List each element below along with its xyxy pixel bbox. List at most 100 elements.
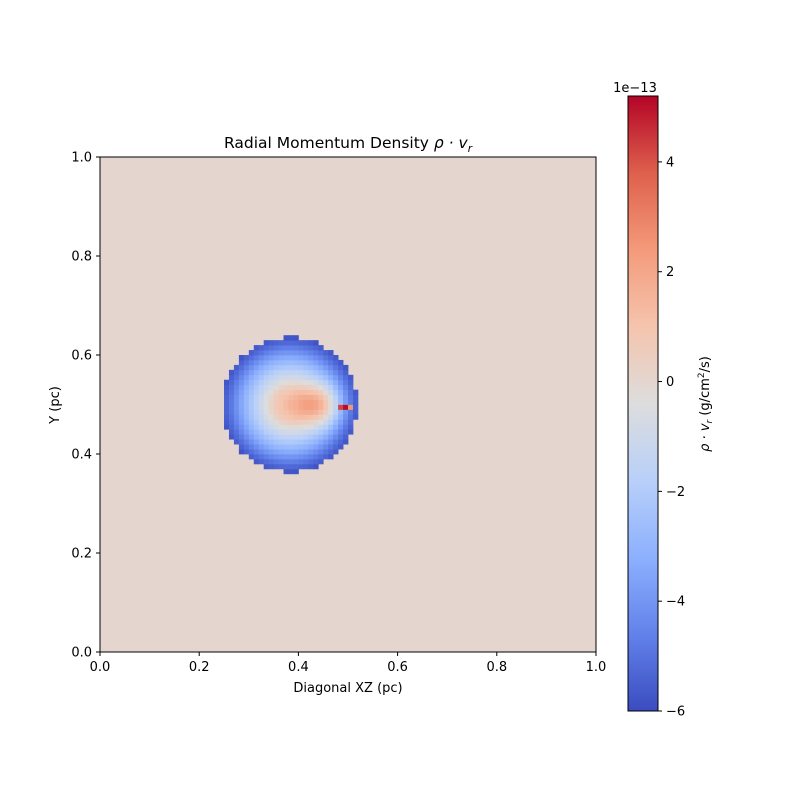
heatmap-cell: [323, 355, 329, 361]
heatmap-cell: [258, 419, 265, 425]
heatmap-cell: [233, 364, 240, 371]
heatmap-cell: [343, 419, 349, 425]
heatmap-cell: [243, 444, 250, 450]
heatmap-cell: [313, 389, 319, 395]
heatmap-cell: [328, 399, 334, 405]
heatmap-cell: [248, 419, 255, 425]
heatmap-cell: [283, 394, 289, 400]
heatmap-cell: [308, 389, 314, 395]
heatmap-cell: [303, 355, 309, 361]
heatmap-cell: [303, 359, 309, 366]
heatmap-cell: [253, 419, 260, 425]
heatmap-cell: [293, 340, 299, 346]
heatmap-cell: [238, 414, 245, 420]
heatmap-cell: [253, 439, 260, 445]
heatmap-cell: [293, 429, 299, 435]
heatmap-cell: [228, 394, 235, 400]
heatmap-cell: [258, 374, 265, 381]
heatmap-cell: [288, 424, 294, 430]
heatmap-cell: [283, 458, 289, 465]
heatmap-cell: [253, 345, 260, 351]
heatmap-cell: [253, 409, 260, 415]
heatmap-cell: [273, 458, 279, 465]
heatmap-cell: [352, 414, 359, 420]
heatmap-cell: [333, 439, 339, 445]
heatmap-cell: [228, 384, 235, 391]
heatmap-cell: [338, 439, 344, 445]
heatmap-cell: [333, 414, 339, 420]
heatmap-cell: [248, 424, 255, 430]
heatmap-cell: [258, 379, 265, 386]
heatmap-cell: [228, 409, 235, 415]
heatmap-cell: [308, 424, 314, 430]
heatmap-cell: [303, 424, 309, 430]
heatmap-cell: [243, 439, 250, 445]
heatmap-cell: [283, 439, 289, 445]
heatmap-cell: [243, 359, 250, 366]
heatmap-cell: [278, 389, 284, 395]
y-tick-label: 0.8: [71, 250, 92, 265]
heatmap-cell: [303, 345, 309, 351]
heatmap-cell: [293, 350, 299, 356]
heatmap-cell: [323, 439, 329, 445]
heatmap-cell: [318, 409, 324, 415]
heatmap-cell: [343, 409, 349, 415]
heatmap-cell: [273, 414, 279, 420]
heatmap-cell: [258, 424, 265, 430]
heatmap-cell: [263, 340, 270, 346]
heatmap-cell: [323, 429, 329, 435]
heatmap-cell: [224, 399, 230, 405]
heatmap-cell: [298, 379, 304, 386]
heatmap-cell: [283, 350, 289, 356]
heatmap-cell: [273, 364, 279, 371]
heatmap-cell: [253, 404, 260, 410]
heatmap-cell: [348, 404, 354, 410]
heatmap-cell: [248, 454, 255, 460]
heatmap-cell: [278, 355, 284, 361]
heatmap-cell: [278, 394, 284, 400]
heatmap-cell: [308, 364, 314, 371]
colorbar-tick-label: −6: [666, 705, 685, 720]
heatmap-cell: [293, 404, 299, 410]
heatmap-cell: [303, 434, 309, 440]
heatmap-cell: [313, 414, 319, 420]
heatmap-cell: [228, 379, 235, 386]
heatmap-cell: [248, 429, 255, 435]
heatmap-cell: [303, 419, 309, 425]
y-axis: 0.0 0.2 0.4 0.6 0.8 1.0: [71, 151, 100, 661]
heatmap-cell: [328, 384, 334, 391]
heatmap-cell: [338, 444, 344, 450]
heatmap-cell: [288, 454, 294, 460]
heatmap-cell: [293, 444, 299, 450]
heatmap-cell: [298, 439, 304, 445]
heatmap-cell: [243, 374, 250, 381]
heatmap-cell: [313, 359, 319, 366]
colorbar-tick-label: −4: [666, 595, 685, 610]
heatmap-cell: [253, 355, 260, 361]
heatmap-cell: [263, 409, 270, 415]
heatmap-cell: [298, 364, 304, 371]
heatmap-cell: [343, 379, 349, 386]
heatmap-cell: [313, 424, 319, 430]
heatmap-cell: [338, 384, 344, 391]
heatmap-cell: [263, 449, 270, 455]
y-tick-label: 1.0: [71, 151, 92, 166]
heatmap-cell: [258, 389, 265, 395]
heatmap-cell: [298, 374, 304, 381]
heatmap-cell: [303, 394, 309, 400]
heatmap-cell: [263, 389, 270, 395]
heatmap-cell: [313, 369, 319, 376]
heatmap-cell: [278, 345, 284, 351]
heatmap-cell: [243, 384, 250, 391]
heatmap-cell: [313, 374, 319, 381]
heatmap-cell: [278, 414, 284, 420]
heatmap-cell: [343, 404, 349, 410]
heatmap-cell: [248, 409, 255, 415]
y-axis-label: Y (pc): [48, 386, 63, 425]
heatmap-cell: [238, 369, 245, 376]
heatmap-cell: [318, 350, 324, 356]
colorbar-label-units-end: /s): [698, 356, 713, 372]
plot-frame: [99, 156, 597, 653]
heatmap-cell: [338, 379, 344, 386]
heatmap-cell: [308, 394, 314, 400]
